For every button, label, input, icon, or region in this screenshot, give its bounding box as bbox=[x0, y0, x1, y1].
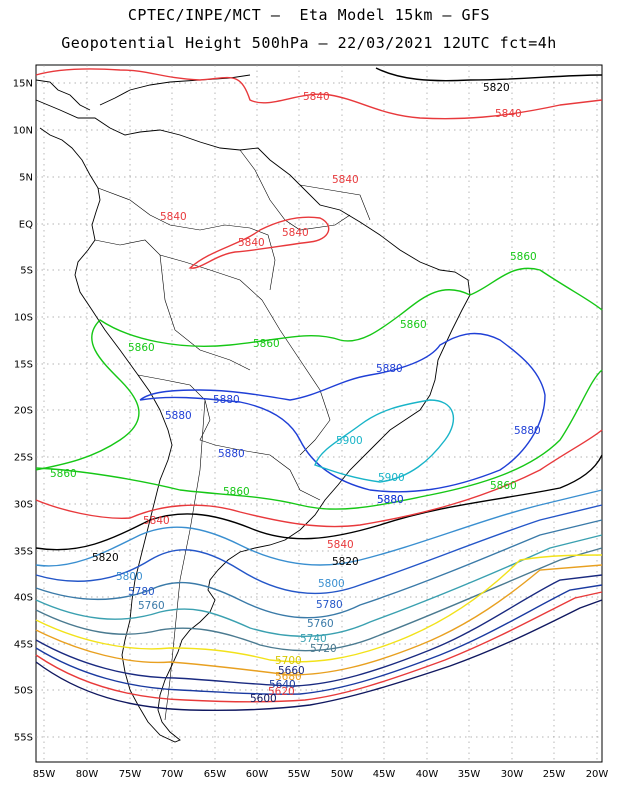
lat-label: 10S bbox=[14, 313, 33, 324]
contour-label-5840: 5840 bbox=[238, 237, 265, 249]
title-line-2: Geopotential Height 500hPa – 22/03/2021 … bbox=[61, 34, 557, 52]
contour-5900 bbox=[314, 399, 455, 483]
contour-label-5860: 5860 bbox=[128, 342, 155, 354]
contour-label-5780: 5780 bbox=[128, 586, 155, 598]
contour-5780 bbox=[35, 504, 603, 595]
contour-label-5820: 5820 bbox=[92, 552, 119, 564]
title-line-1: CPTEC/INPE/MCT – Eta Model 15km – GFS bbox=[127, 6, 491, 24]
contour-5720 bbox=[35, 547, 603, 652]
contour-label-5820: 5820 bbox=[332, 556, 359, 568]
lat-label: 20S bbox=[14, 406, 33, 417]
contour-5700 bbox=[35, 554, 603, 663]
contour-label-5760: 5760 bbox=[307, 618, 334, 630]
contour-label-5840: 5840 bbox=[332, 174, 359, 186]
lat-label: 50S bbox=[14, 686, 33, 697]
contour-label-5860: 5860 bbox=[400, 319, 427, 331]
lon-label: 30W bbox=[501, 769, 524, 780]
contour-5620 bbox=[35, 591, 603, 703]
lat-label: 25S bbox=[14, 453, 33, 464]
contour-label-5820: 5820 bbox=[483, 82, 510, 94]
contour-5740 bbox=[35, 534, 603, 638]
contour-label-5840: 5840 bbox=[160, 211, 187, 223]
contour-label-5880: 5880 bbox=[213, 394, 240, 406]
contour-5600 bbox=[35, 599, 603, 712]
contour-label-5860: 5860 bbox=[490, 480, 517, 492]
contour-label-5720: 5720 bbox=[310, 643, 337, 655]
lat-label: 55S bbox=[14, 733, 33, 744]
lat-label: 35S bbox=[14, 547, 33, 558]
contour-5840-north bbox=[35, 68, 603, 120]
contour-label-5640: 5640 bbox=[269, 679, 296, 691]
contour-label-5660: 5660 bbox=[278, 665, 305, 677]
contour-5840-south bbox=[35, 429, 603, 528]
contour-lines bbox=[35, 67, 603, 712]
contour-label-5880: 5880 bbox=[377, 494, 404, 506]
contour-label-5840: 5840 bbox=[143, 515, 170, 527]
contour-label-5860: 5860 bbox=[223, 486, 250, 498]
contour-5680 bbox=[35, 564, 603, 676]
contour-label-5860: 5860 bbox=[253, 338, 280, 350]
lon-label: 80W bbox=[76, 769, 99, 780]
contour-label-5840: 5840 bbox=[282, 227, 309, 239]
lon-label: 55W bbox=[288, 769, 311, 780]
contour-labels: 5820 5820 5820 5840 5840 5840 5840 5840 5840 5840… bbox=[50, 82, 541, 705]
contour-label-5800: 5800 bbox=[116, 571, 143, 583]
lon-label: 25W bbox=[543, 769, 566, 780]
contour-label-5600: 5600 bbox=[250, 693, 277, 705]
contour-label-5900: 5900 bbox=[378, 472, 405, 484]
lat-label: 30S bbox=[14, 500, 33, 511]
contour-label-5740: 5740 bbox=[300, 633, 327, 645]
contour-label-5900: 5900 bbox=[336, 435, 363, 447]
contour-label-5840: 5840 bbox=[327, 539, 354, 551]
lon-label: 65W bbox=[204, 769, 227, 780]
contour-label-5880: 5880 bbox=[377, 494, 404, 506]
lon-label: 40W bbox=[416, 769, 439, 780]
contour-5760 bbox=[35, 519, 603, 619]
lon-label: 45W bbox=[373, 769, 396, 780]
contour-label-5840: 5840 bbox=[495, 108, 522, 120]
lon-label: 85W bbox=[33, 769, 56, 780]
contour-label-5860: 5860 bbox=[50, 468, 77, 480]
lat-label: 15N bbox=[13, 79, 33, 90]
contour-label-5800: 5800 bbox=[318, 578, 345, 590]
lon-label: 75W bbox=[119, 769, 142, 780]
lat-label: 15S bbox=[14, 360, 33, 371]
lat-label: 40S bbox=[14, 593, 33, 604]
lon-label: 35W bbox=[458, 769, 481, 780]
contour-5800 bbox=[35, 489, 603, 567]
contour-5820 bbox=[375, 67, 603, 82]
contour-5840-amazon bbox=[188, 216, 330, 269]
lon-label: 50W bbox=[331, 769, 354, 780]
contour-5820-south bbox=[35, 454, 603, 551]
contour-label-5880: 5880 bbox=[218, 448, 245, 460]
contour-label-5880: 5880 bbox=[376, 363, 403, 375]
lon-label: 70W bbox=[161, 769, 184, 780]
latitude-labels: 15N 10N 5N EQ 5S 10S 15S 20S 25S 30S 35S 40S 45S 50S 5… bbox=[13, 79, 33, 744]
contour-label-5860: 5860 bbox=[510, 251, 537, 263]
lat-label: 5N bbox=[19, 173, 33, 184]
contour-label-5620: 5620 bbox=[268, 686, 295, 698]
contour-label-5700: 5700 bbox=[275, 655, 302, 667]
lat-label: 5S bbox=[20, 266, 33, 277]
lat-label: 10N bbox=[13, 126, 33, 137]
longitude-labels: 85W 80W 75W 70W 65W 60W 55W 50W 45W 40W 35W 30W 25W 2… bbox=[33, 769, 609, 780]
lat-label: 45S bbox=[14, 640, 33, 651]
contour-5880 bbox=[139, 332, 546, 493]
contour-5860-south bbox=[35, 369, 603, 510]
contour-label-5760: 5760 bbox=[138, 600, 165, 612]
lon-label: 20W bbox=[586, 769, 609, 780]
contour-label-5880: 5880 bbox=[165, 410, 192, 422]
contour-label-5780: 5780 bbox=[316, 599, 343, 611]
contour-label-5680: 5680 bbox=[275, 671, 302, 683]
map-frame bbox=[35, 64, 603, 763]
contour-label-5880: 5880 bbox=[514, 425, 541, 437]
lat-label: EQ bbox=[19, 220, 33, 231]
contour-5860-west bbox=[35, 267, 603, 471]
lon-label: 60W bbox=[246, 769, 269, 780]
contour-label-5840: 5840 bbox=[303, 91, 330, 103]
contour-5660 bbox=[35, 574, 603, 687]
central-america-coast bbox=[35, 74, 251, 111]
contour-5640 bbox=[35, 584, 603, 695]
